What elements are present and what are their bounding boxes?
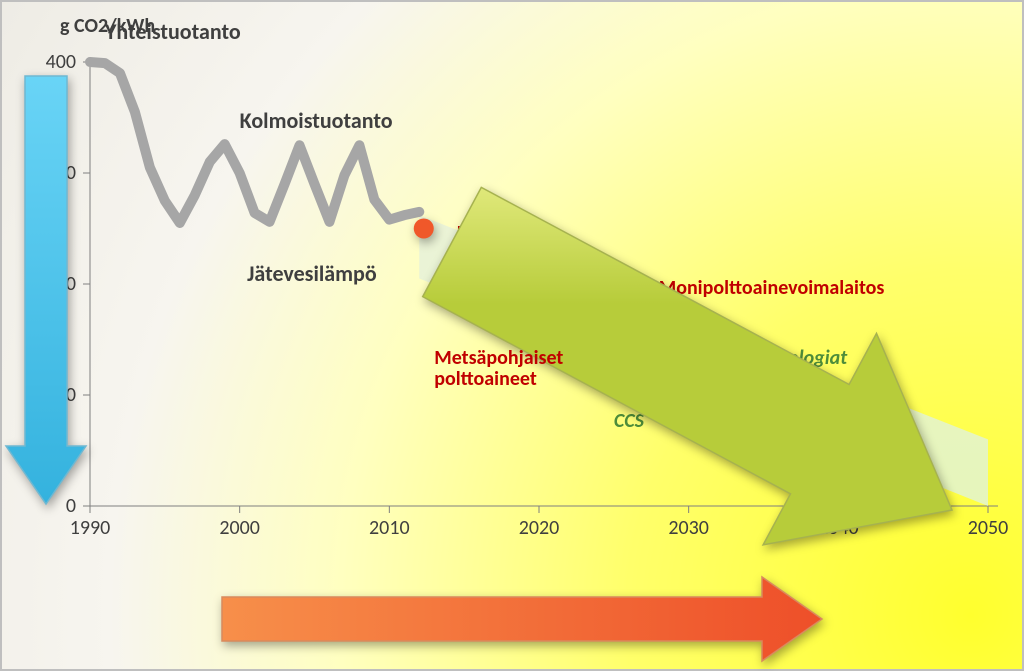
marker-layer	[2, 2, 1024, 671]
current-marker	[414, 219, 434, 239]
co2-infographic: g CO2/kWh0100200300400199020002010202020…	[0, 0, 1024, 671]
